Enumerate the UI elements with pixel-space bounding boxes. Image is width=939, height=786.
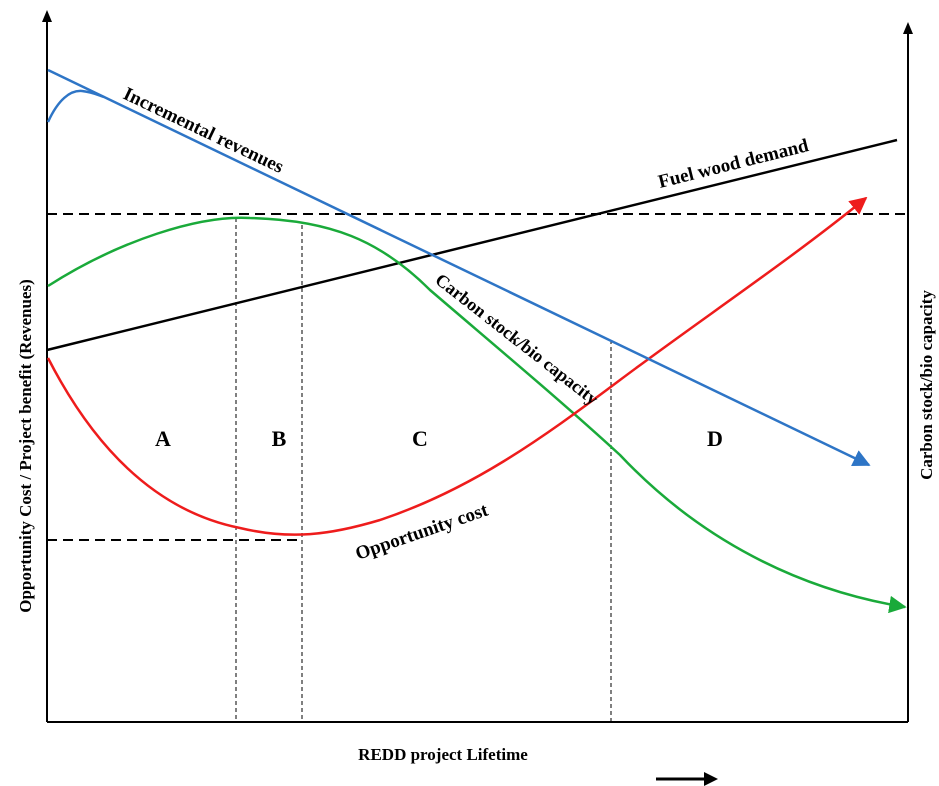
y-axis-right-label: Carbon stock/bio capacity [917,290,936,480]
region-label-b: B [272,426,287,451]
right-arrow-icon [656,772,718,786]
reference-lines [47,213,908,722]
carbon-stock-curve [47,216,907,614]
x-axis-label: REDD project Lifetime [358,745,528,764]
curves [46,68,907,614]
fuel-wood-demand-line [46,138,898,352]
carbon-stock-label: Carbon stock/bio capacity [432,269,603,409]
incremental-revenues-label: Incremental revenues [120,84,287,178]
region-label-d: D [707,426,723,451]
y-axis-left-label: Opportunity Cost / Project benefit (Reve… [16,279,35,613]
y-axis-left-arrow-icon [42,10,52,22]
y-axis-right-arrow-icon [903,22,913,34]
region-label-c: C [412,426,428,451]
opportunity-cost-label: Opportunity cost [353,499,492,564]
axes [42,10,913,723]
region-label-a: A [155,426,171,451]
opportunity-cost-curve [46,196,868,536]
incremental-revenues-line [47,68,871,467]
incremental-revenues-hook [46,89,105,123]
fuel-wood-demand-label: Fuel wood demand [656,135,811,193]
